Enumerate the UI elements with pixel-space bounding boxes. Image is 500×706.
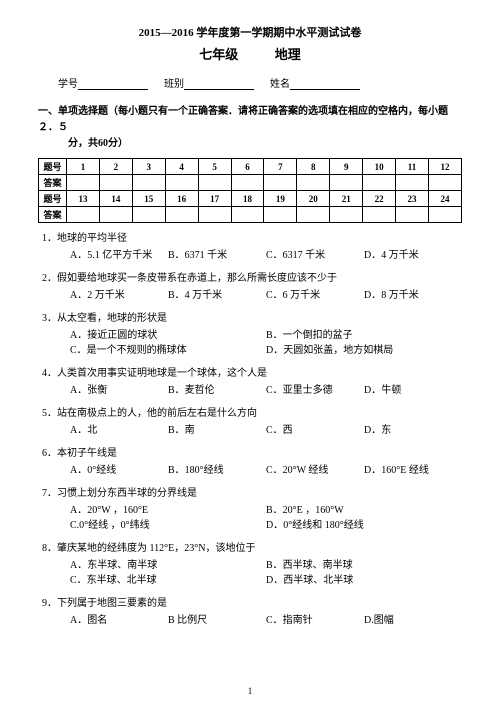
- option: C．6317 千米: [266, 248, 364, 263]
- options-row: A．接近正圆的球状B．一个倒扣的盆子: [70, 328, 462, 343]
- options-row: A．2 万千米B．4 万千米C．6 万千米D．8 万千米: [38, 288, 462, 303]
- questions-container: 1．地球的平均半径A．5.1 亿平方千米B．6371 千米C．6317 千米D．…: [38, 231, 462, 628]
- option: C．东半球、北半球: [70, 573, 266, 588]
- question-text: 2．假如要给地球买一条皮带系在赤道上，那么所需长度应该不少于: [38, 271, 462, 286]
- question-text: 6．本初子午线是: [38, 446, 462, 461]
- options-row: A．5.1 亿平方千米B．6371 千米C．6317 千米D．4 万千米: [38, 248, 462, 263]
- option: C．指南针: [266, 613, 364, 628]
- answer-table: 题号 123456789101112 答案 题号 131415161718192…: [38, 158, 462, 223]
- options-row: A．北B．南C．西D．东: [38, 423, 462, 438]
- label-banbie: 班别: [164, 75, 184, 90]
- option: A．20°W ，160°E: [70, 503, 266, 518]
- options-wrap: A．20°W ，160°EB．20°E ，160°WC.0°经线 ，0°纬线D．…: [38, 503, 462, 533]
- options-wrap: A．东半球、南半球B．西半球、南半球C．东半球、北半球D．西半球、北半球: [38, 558, 462, 588]
- option: B．20°E ，160°W: [266, 503, 462, 518]
- question-text: 9．下列属于地图三要素的是: [38, 596, 462, 611]
- table-row: 答案: [39, 175, 462, 191]
- options-row: C．东半球、北半球D．西半球、北半球: [70, 573, 462, 588]
- option: B．180°经线: [168, 463, 266, 478]
- options-row: A．图名B 比例尺C．指南针D.图幅: [38, 613, 462, 628]
- option: C.0°经线 ，0°纬线: [70, 518, 266, 533]
- option: A．图名: [70, 613, 168, 628]
- ans-label: 答案: [39, 207, 67, 223]
- option: A．北: [70, 423, 168, 438]
- question: 1．地球的平均半径 A．5.1 亿平方千米B．6371 千米C．6317 千米D．…: [38, 231, 462, 263]
- question-text: 8．肇庆某地的经纬度为 112°E，23°N，该地位于: [38, 541, 462, 556]
- option: B．南: [168, 423, 266, 438]
- question-text: 5．站在南极点上的人，他的前后左右是什么方向: [38, 406, 462, 421]
- page-number: 1: [0, 686, 500, 696]
- question-text: 4．人类首次用事实证明地球是一个球体，这个人是: [38, 366, 462, 381]
- table-row: 题号 131415161718192021222324: [39, 191, 462, 207]
- option: B 比例尺: [168, 613, 266, 628]
- row-label: 题号: [39, 159, 67, 175]
- section-head-l1: 一、单项选择题（每小题只有一个正确答案．请将正确答案的选项填在相应的空格内，每小…: [38, 104, 462, 136]
- option: D．4 万千米: [364, 248, 462, 263]
- section-head-l2: 分，共60分）: [38, 136, 462, 152]
- options-row: A．20°W ，160°EB．20°E ，160°W: [70, 503, 462, 518]
- blank-xingming: [290, 78, 360, 90]
- option: A．0°经线: [70, 463, 168, 478]
- info-line: 学号 班别 姓名: [38, 75, 462, 90]
- option: B．4 万千米: [168, 288, 266, 303]
- option: D.图幅: [364, 613, 462, 628]
- options-row: A．张衡B．麦哲伦C．亚里士多德D．牛顿: [38, 383, 462, 398]
- option: B．西半球、南半球: [266, 558, 462, 573]
- title-line2: 七年级 地理: [38, 44, 462, 63]
- option: C．6 万千米: [266, 288, 364, 303]
- options-row: A．0°经线B．180°经线C．20°W 经线D．160°E 经线: [38, 463, 462, 478]
- option: A．5.1 亿平方千米: [70, 248, 168, 263]
- option: D．160°E 经线: [364, 463, 462, 478]
- option: C．亚里士多德: [266, 383, 364, 398]
- question: 6．本初子午线是 A．0°经线B．180°经线C．20°W 经线D．160°E 经…: [38, 446, 462, 478]
- option: A．接近正圆的球状: [70, 328, 266, 343]
- question: 2．假如要给地球买一条皮带系在赤道上，那么所需长度应该不少于 A．2 万千米B．4…: [38, 271, 462, 303]
- option: C．西: [266, 423, 364, 438]
- title-line1: 2015—2016 学年度第一学期期中水平测试试卷: [38, 24, 462, 40]
- table-row: 题号 123456789101112: [39, 159, 462, 175]
- option: C．20°W 经线: [266, 463, 364, 478]
- section-head: 一、单项选择题（每小题只有一个正确答案．请将正确答案的选项填在相应的空格内，每小…: [38, 104, 462, 152]
- option: A．张衡: [70, 383, 168, 398]
- option: B．麦哲伦: [168, 383, 266, 398]
- option: A．东半球、南半球: [70, 558, 266, 573]
- option: D．西半球、北半球: [266, 573, 462, 588]
- blank-banbie: [184, 78, 254, 90]
- option: D．天圆如张盖，地方如棋局: [266, 343, 462, 358]
- question: 7．习惯上划分东西半球的分界线是 A．20°W ，160°EB．20°E ，160…: [38, 486, 462, 533]
- subject: 地理: [275, 47, 301, 62]
- option: B．一个倒扣的盆子: [266, 328, 462, 343]
- options-wrap: A．接近正圆的球状B．一个倒扣的盆子C．是一个不规则的椭球体D．天圆如张盖，地方…: [38, 328, 462, 358]
- question: 9．下列属于地图三要素的是 A．图名B 比例尺C．指南针D.图幅: [38, 596, 462, 628]
- option: C．是一个不规则的椭球体: [70, 343, 266, 358]
- question: 4．人类首次用事实证明地球是一个球体，这个人是 A．张衡B．麦哲伦C．亚里士多德D…: [38, 366, 462, 398]
- option: D．东: [364, 423, 462, 438]
- ans-label: 答案: [39, 175, 67, 191]
- blank-xuehao: [78, 78, 148, 90]
- options-row: A．东半球、南半球B．西半球、南半球: [70, 558, 462, 573]
- table-row: 答案: [39, 207, 462, 223]
- option: D．8 万千米: [364, 288, 462, 303]
- question: 5．站在南极点上的人，他的前后左右是什么方向 A．北B．南C．西D．东: [38, 406, 462, 438]
- option: B．6371 千米: [168, 248, 266, 263]
- question-text: 3．从太空看，地球的形状是: [38, 311, 462, 326]
- options-row: C．是一个不规则的椭球体D．天圆如张盖，地方如棋局: [70, 343, 462, 358]
- options-row: C.0°经线 ，0°纬线D．0°经线和 180°经线: [70, 518, 462, 533]
- grade: 七年级: [199, 47, 238, 62]
- question: 3．从太空看，地球的形状是 A．接近正圆的球状B．一个倒扣的盆子C．是一个不规则的…: [38, 311, 462, 358]
- option: A．2 万千米: [70, 288, 168, 303]
- label-xuehao: 学号: [58, 75, 78, 90]
- option: D．0°经线和 180°经线: [266, 518, 462, 533]
- label-xingming: 姓名: [270, 75, 290, 90]
- question: 8．肇庆某地的经纬度为 112°E，23°N，该地位于 A．东半球、南半球B．西半…: [38, 541, 462, 588]
- question-text: 1．地球的平均半径: [38, 231, 462, 246]
- option: D．牛顿: [364, 383, 462, 398]
- row-label: 题号: [39, 191, 67, 207]
- question-text: 7．习惯上划分东西半球的分界线是: [38, 486, 462, 501]
